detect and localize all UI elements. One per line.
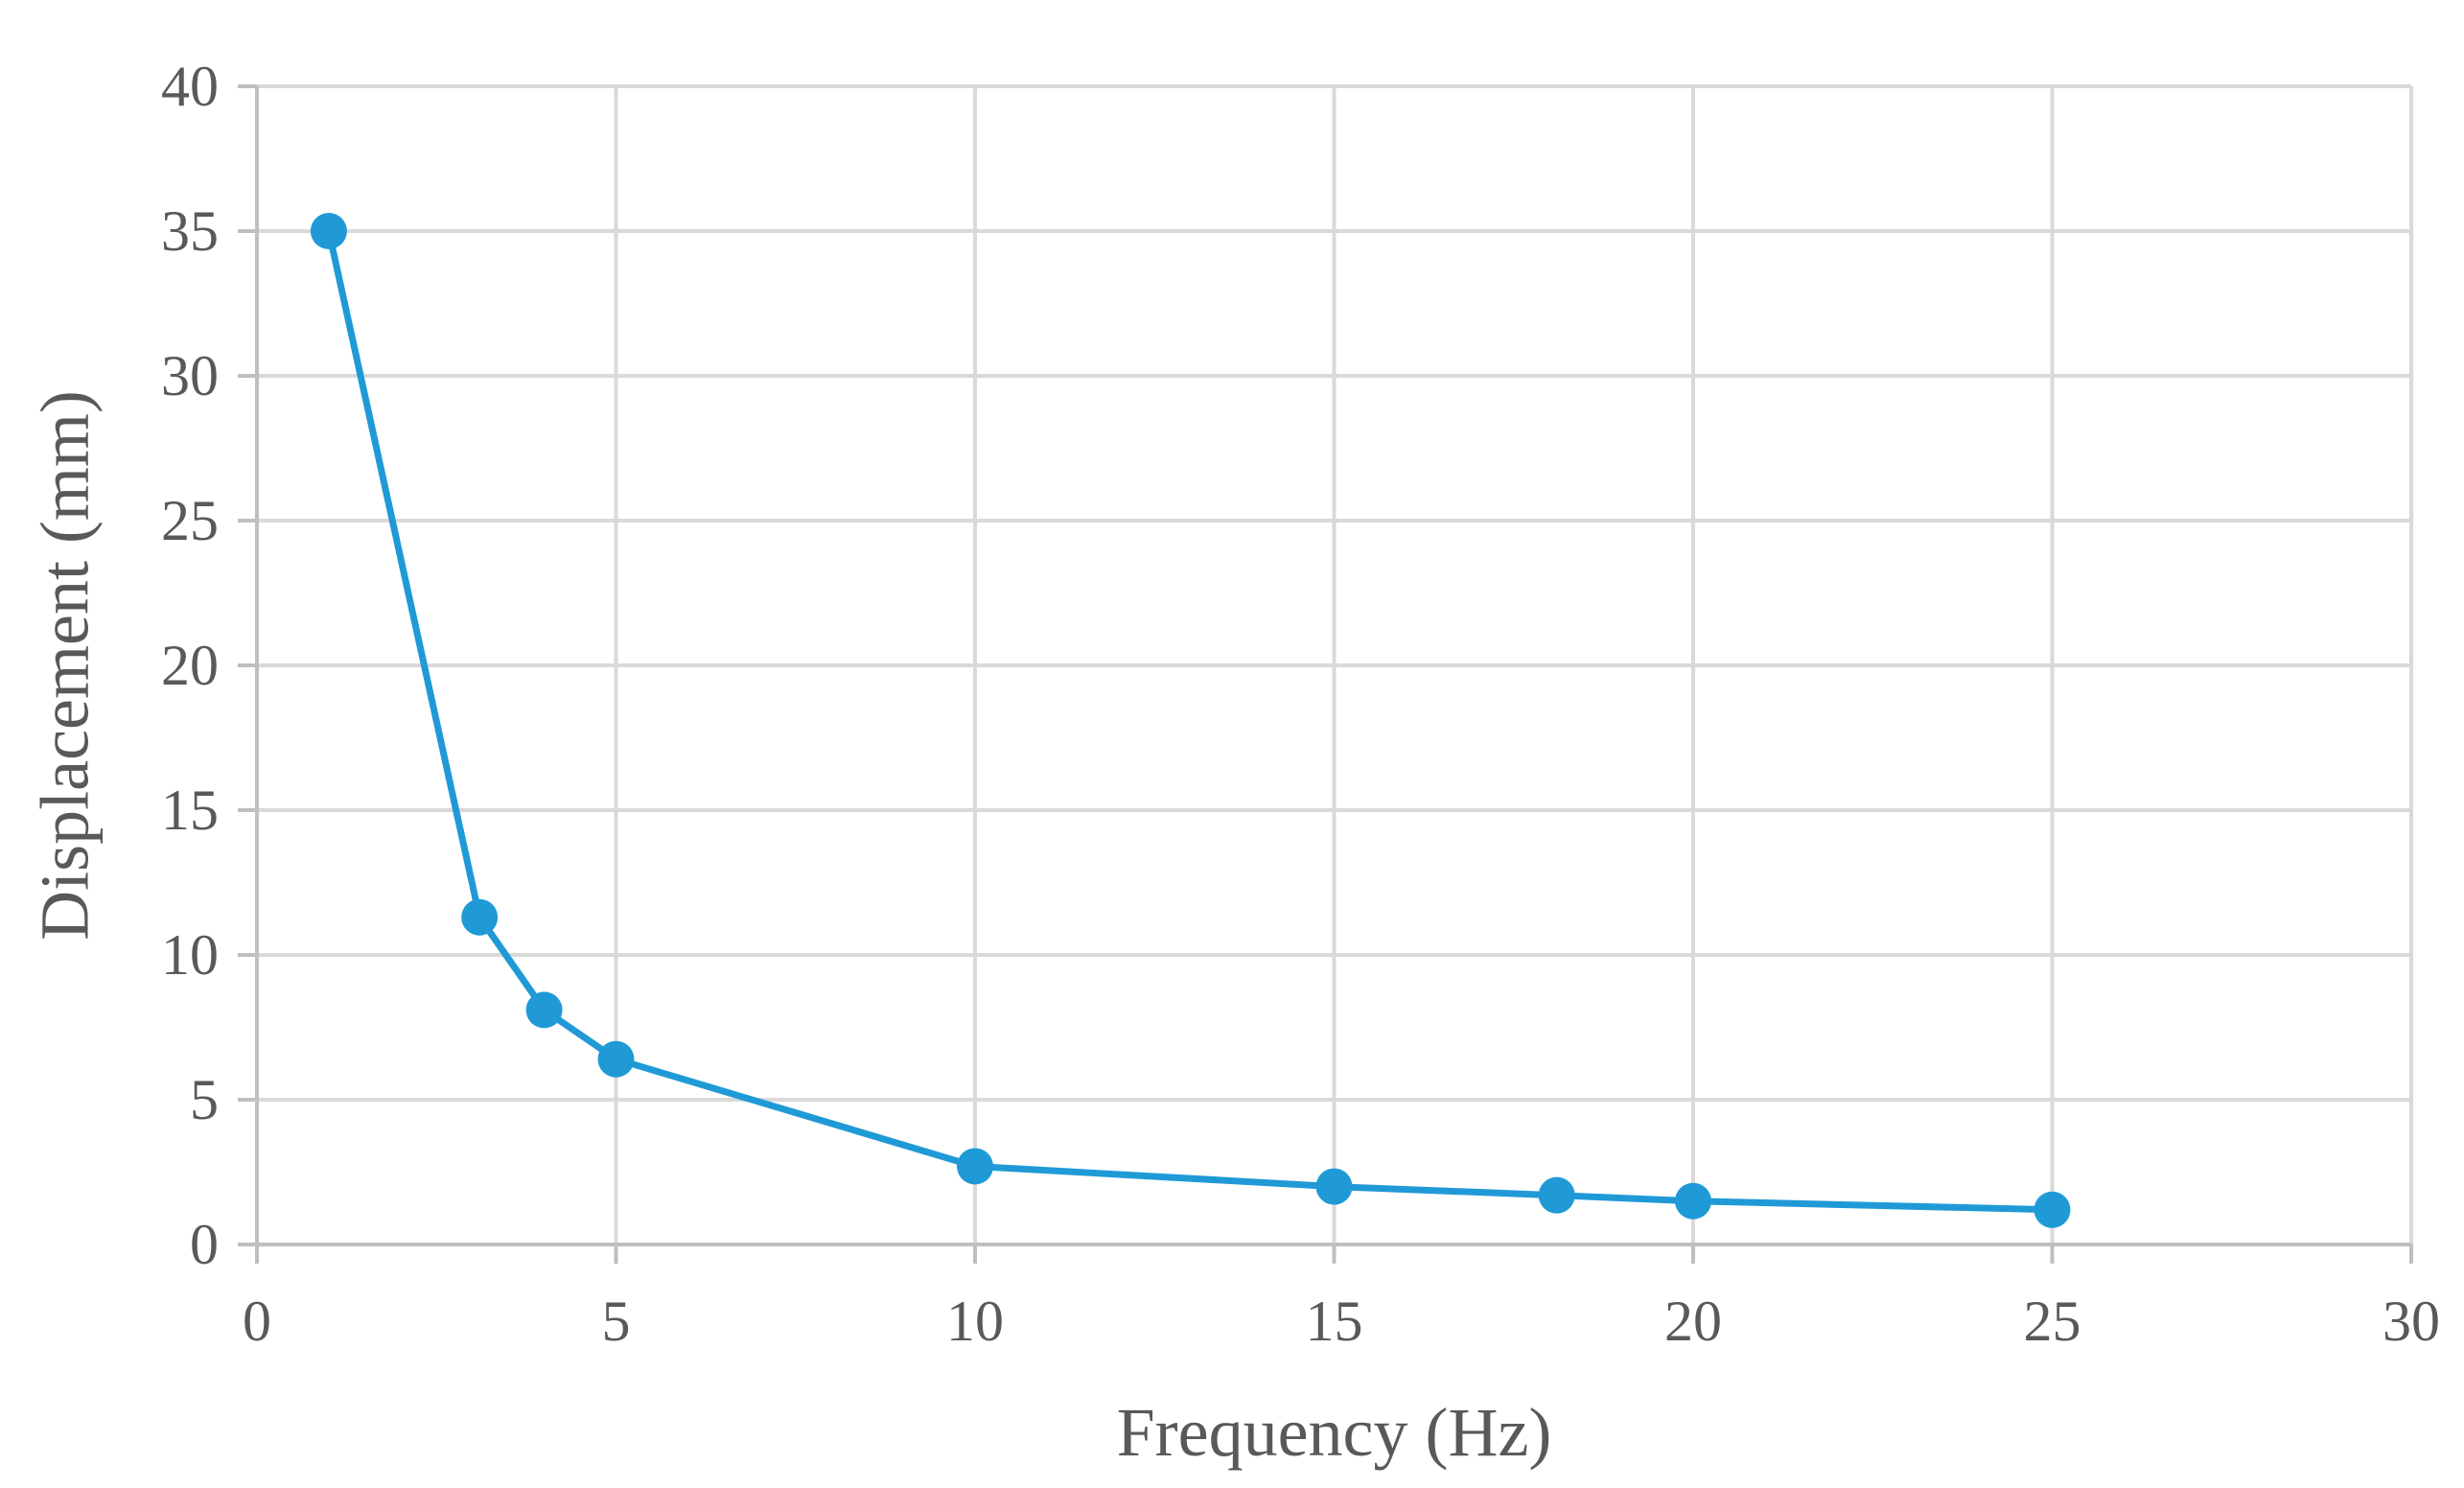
data-point bbox=[2034, 1191, 2071, 1228]
x-tick-label: 5 bbox=[602, 1290, 631, 1353]
x-tick-label: 15 bbox=[1306, 1290, 1363, 1353]
y-tick-label: 20 bbox=[161, 634, 219, 697]
x-axis-title: Frequency (Hz) bbox=[1117, 1394, 1552, 1471]
data-point bbox=[1675, 1182, 1711, 1220]
data-point bbox=[1315, 1168, 1353, 1205]
data-point bbox=[957, 1148, 993, 1185]
y-tick-label: 0 bbox=[190, 1213, 219, 1276]
y-tick-label: 15 bbox=[161, 779, 219, 842]
data-point bbox=[525, 991, 563, 1029]
y-tick-label: 35 bbox=[161, 199, 219, 263]
y-tick-label: 40 bbox=[161, 55, 219, 118]
data-point bbox=[1538, 1176, 1575, 1214]
y-axis-title: Displacement (mm) bbox=[27, 390, 104, 941]
data-point bbox=[597, 1040, 635, 1078]
series bbox=[310, 213, 2071, 1228]
grid bbox=[257, 84, 2413, 1244]
y-tick-label: 10 bbox=[161, 923, 219, 987]
x-tick-label: 30 bbox=[2383, 1290, 2440, 1353]
tick-labels: 0 5 10 15 20 25 30 35 40 0 5 10 15 20 25 30 bbox=[161, 55, 2440, 1353]
data-point bbox=[461, 898, 499, 936]
axes bbox=[238, 84, 2413, 1264]
series-line bbox=[325, 227, 2056, 1214]
x-tick-label: 10 bbox=[946, 1290, 1004, 1353]
x-tick-label: 20 bbox=[1664, 1290, 1722, 1353]
y-tick-label: 30 bbox=[161, 344, 219, 407]
y-tick-label: 25 bbox=[161, 489, 219, 552]
x-tick-label: 0 bbox=[243, 1290, 271, 1353]
y-tick-label: 5 bbox=[190, 1068, 219, 1131]
x-tick-label: 25 bbox=[2024, 1290, 2081, 1353]
data-point bbox=[310, 213, 347, 249]
